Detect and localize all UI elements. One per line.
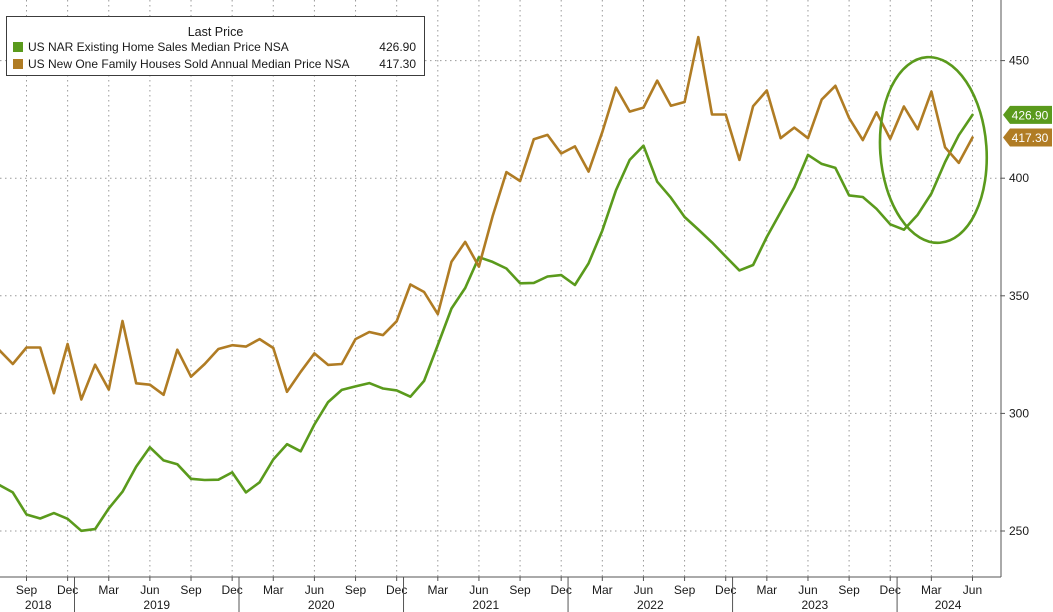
legend-value-new: 417.30 bbox=[379, 57, 416, 71]
x-tick-label: Dec bbox=[715, 583, 736, 597]
y-tick-label: 400 bbox=[1009, 171, 1029, 185]
legend-swatch-new bbox=[13, 59, 23, 69]
legend-title: Last Price bbox=[187, 25, 244, 39]
x-tick-label: Sep bbox=[16, 583, 38, 597]
x-tick-label: Mar bbox=[921, 583, 942, 597]
x-year-label: 2022 bbox=[637, 598, 664, 612]
y-tick-label: 300 bbox=[1009, 406, 1029, 420]
series-line-new-home bbox=[0, 35, 974, 401]
legend-entry-new: US New One Family Houses Sold Annual Med… bbox=[13, 56, 416, 72]
x-tick-label: Jun bbox=[963, 583, 982, 597]
last-value-tag-shape bbox=[1003, 128, 1052, 147]
x-tick-label: Dec bbox=[551, 583, 572, 597]
last-value-tag-label: 417.30 bbox=[1012, 131, 1049, 145]
last-value-tag-shape bbox=[1003, 105, 1052, 124]
x-year-label: 2024 bbox=[935, 598, 962, 612]
x-tick-label: Mar bbox=[757, 583, 778, 597]
legend-entry-existing: US NAR Existing Home Sales Median Price … bbox=[13, 39, 416, 55]
grid-lines bbox=[0, 0, 1001, 577]
legend-label-existing: US NAR Existing Home Sales Median Price … bbox=[28, 40, 289, 54]
x-year-label: 2018 bbox=[25, 598, 52, 612]
x-tick-label: Jun bbox=[305, 583, 324, 597]
x-tick-label: Mar bbox=[98, 583, 119, 597]
x-year-label: 2020 bbox=[308, 598, 335, 612]
x-tick-label: Dec bbox=[386, 583, 407, 597]
axes: 250 300 350 400 450 Sep Dec Mar Jun Sep Dec Mar Jun S… bbox=[0, 0, 1029, 612]
x-tick-label: Jun bbox=[140, 583, 159, 597]
last-value-tag-new: 417.30 bbox=[1003, 128, 1052, 147]
x-tick-label: Sep bbox=[345, 583, 367, 597]
legend: Last Price US NAR Existing Home Sales Me… bbox=[6, 16, 425, 76]
annotation-circle bbox=[878, 55, 989, 245]
x-year-label: 2021 bbox=[472, 598, 499, 612]
x-tick-label: Mar bbox=[592, 583, 613, 597]
legend-swatch-existing bbox=[13, 42, 23, 52]
x-tick-label: Sep bbox=[838, 583, 860, 597]
x-year-label: 2019 bbox=[143, 598, 170, 612]
x-tick-label: Sep bbox=[674, 583, 696, 597]
x-tick-label: Mar bbox=[427, 583, 448, 597]
y-tick-label: 450 bbox=[1009, 54, 1029, 68]
series-line-existing-home bbox=[0, 113, 974, 533]
last-value-tag-existing: 426.90 bbox=[1003, 105, 1052, 124]
x-tick-label: Jun bbox=[798, 583, 817, 597]
annotation-layer bbox=[878, 55, 989, 245]
x-tick-label: Dec bbox=[221, 583, 242, 597]
x-tick-label: Jun bbox=[634, 583, 653, 597]
x-tick-label: Mar bbox=[263, 583, 284, 597]
x-tick-label: Sep bbox=[180, 583, 202, 597]
x-tick-label: Jun bbox=[469, 583, 488, 597]
x-tick-label: Dec bbox=[880, 583, 901, 597]
x-year-label: 2023 bbox=[801, 598, 828, 612]
y-tick-label: 250 bbox=[1009, 524, 1029, 538]
series-layer bbox=[0, 35, 974, 533]
x-tick-label: Sep bbox=[509, 583, 531, 597]
legend-value-existing: 426.90 bbox=[379, 40, 416, 54]
x-tick-label: Dec bbox=[57, 583, 78, 597]
y-tick-label: 350 bbox=[1009, 289, 1029, 303]
legend-label-new: US New One Family Houses Sold Annual Med… bbox=[28, 57, 350, 71]
last-value-tags: 426.90 417.30 bbox=[1003, 105, 1052, 147]
last-value-tag-label: 426.90 bbox=[1012, 108, 1049, 122]
